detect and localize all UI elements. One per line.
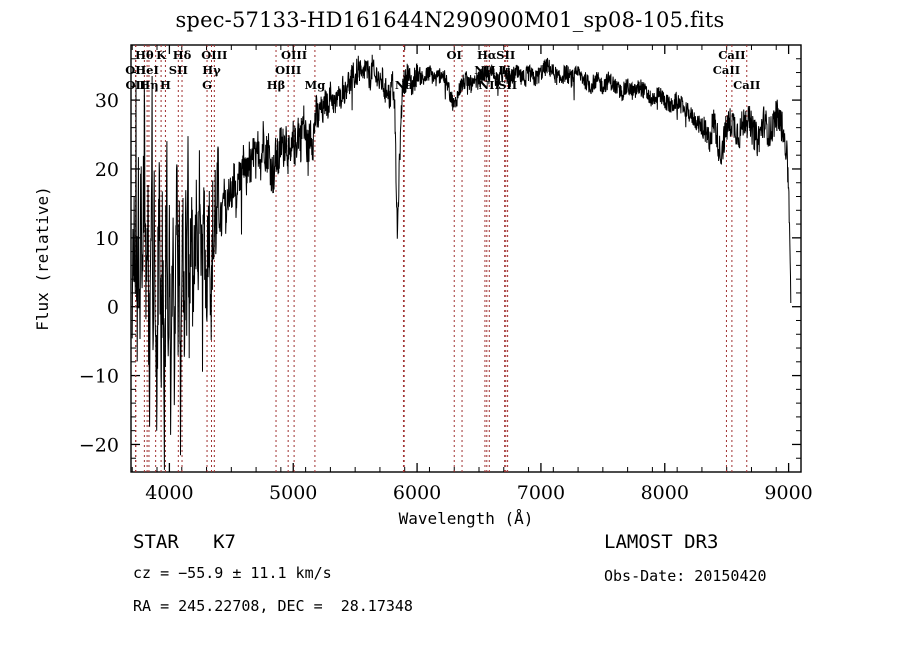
spectral-line-label: Li (498, 63, 511, 77)
metadata-footer: STAR K7 cz = −55.9 ± 11.1 km/s RA = 245.… (0, 528, 900, 648)
y-tick-label: 20 (95, 159, 119, 181)
spectral-line-label: Hα (477, 48, 497, 62)
page-title: spec-57133-HD161644N290900M01_sp08-105.f… (175, 8, 725, 32)
spectral-line-label: Hδ (173, 48, 192, 62)
y-tick-label: −10 (79, 366, 119, 388)
survey-name: LAMOST DR3 (604, 531, 719, 553)
spectral-line-label: CaII (713, 63, 740, 77)
spectral-line-label: Hγ (202, 63, 221, 77)
spectral-line-label: Hθ (135, 48, 154, 62)
spectral-line-label: CaII (718, 48, 745, 62)
spectrum-trace (131, 54, 792, 470)
spectral-line-label: OIII (281, 48, 307, 62)
spectral-line-label: H (160, 78, 171, 92)
spectral-line-label: CaII (733, 78, 760, 92)
spectral-line-label: NII (479, 78, 500, 92)
y-tick-label: 0 (107, 297, 119, 319)
spectral-line-label: OII (125, 78, 146, 92)
x-tick-label: 9000 (764, 482, 812, 504)
y-tick-label: −20 (79, 434, 119, 456)
spectral-line-label: Mg (305, 78, 326, 92)
spectral-line-label: G (202, 78, 212, 92)
spectral-line-label: OIII (201, 48, 227, 62)
spectral-line-label: SII (169, 63, 188, 77)
spectral-line-label: NII (474, 63, 495, 77)
y-tick-label: 10 (95, 228, 119, 250)
object-class: STAR K7 (133, 531, 236, 553)
line-markers (135, 45, 748, 472)
x-tick-label: 8000 (641, 482, 689, 504)
spectral-line-label: HeI (135, 63, 159, 77)
x-axis-title: Wavelength (Å) (399, 509, 534, 528)
y-tick-label: 30 (95, 90, 119, 112)
plot-frame (130, 44, 802, 473)
spectral-line-label: OII (125, 63, 146, 77)
x-tick-label: 6000 (393, 482, 441, 504)
spectral-line-label: Hβ (267, 78, 286, 92)
obs-date: Obs-Date: 20150420 (604, 567, 767, 585)
y-axis-title: Flux (relative) (33, 186, 52, 331)
coordinates: RA = 245.22708, DEC = 28.17348 (133, 597, 413, 615)
redshift-value: cz = −55.9 ± 11.1 km/s (133, 564, 332, 582)
spectral-line-label: OIII (275, 63, 301, 77)
x-tick-label: 4000 (145, 482, 193, 504)
spectral-line-label: K (156, 48, 167, 62)
x-tick-label: 5000 (269, 482, 317, 504)
spectral-line-label: OI (447, 48, 462, 62)
spectral-line-label: Na (395, 78, 414, 92)
spectral-line-label: SII (498, 78, 517, 92)
spectral-line-label: Hη (139, 78, 158, 92)
spectral-line-label: SII (496, 48, 515, 62)
x-tick-label: 7000 (517, 482, 565, 504)
